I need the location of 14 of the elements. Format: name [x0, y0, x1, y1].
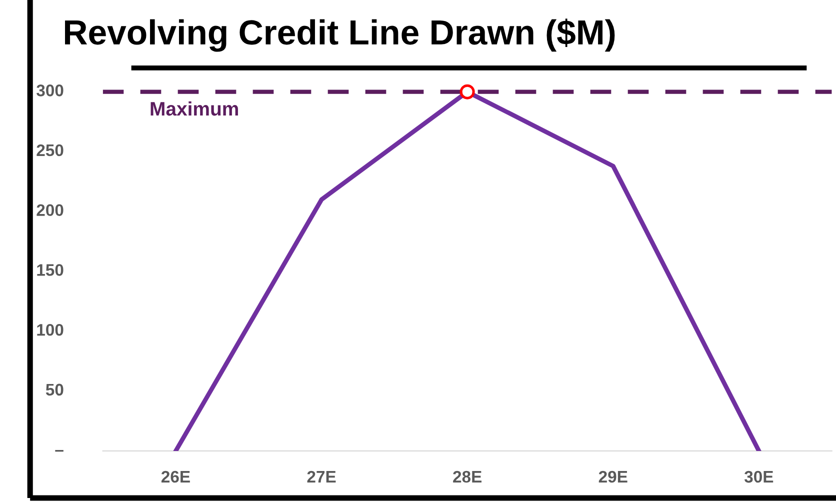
y-tick-label: 150	[37, 264, 64, 276]
ref-line-label: Maximum	[150, 101, 238, 116]
x-tick-label: 27E	[307, 470, 336, 483]
x-tick-label: 26E	[161, 470, 190, 483]
y-tick-label: 200	[36, 204, 64, 216]
x-tick-label: 30E	[744, 470, 774, 483]
x-tick-label: 29E	[598, 470, 628, 483]
y-tick-label: 50	[46, 384, 64, 396]
y-tick-label: 300	[36, 84, 64, 96]
chart-title: Revolving Credit Line Drawn ($M)	[65, 18, 615, 52]
x-tick-label: 28E	[453, 470, 482, 483]
y-tick-label: 100	[37, 324, 64, 336]
y-tick-label: 250	[36, 144, 64, 156]
y-tick-label: –	[55, 450, 64, 452]
